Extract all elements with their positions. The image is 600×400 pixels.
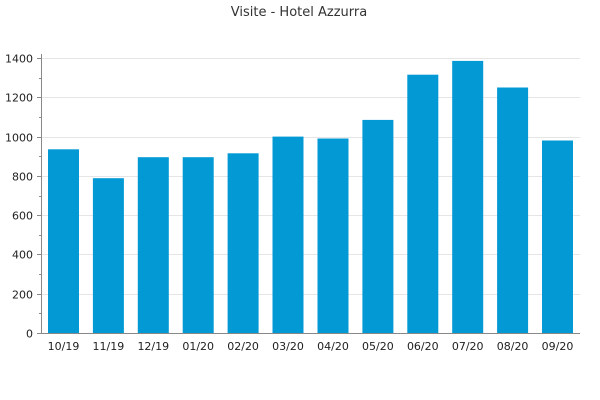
x-tick-labels: 10/19 11/19 12/19 01/20 02/20 03/20 04/20 05/20… xyxy=(48,340,574,353)
x-tick-label: 08/20 xyxy=(497,340,529,353)
grid-lines xyxy=(41,58,580,295)
bar xyxy=(182,157,214,333)
x-tick-label: 06/20 xyxy=(407,340,439,353)
bar xyxy=(48,149,79,333)
bar xyxy=(317,138,349,333)
bar xyxy=(452,60,484,334)
x-tick-label: 01/20 xyxy=(182,340,214,353)
y-tick-labels: 0 200 400 600 800 1000 1200 1400 xyxy=(5,53,33,341)
bars xyxy=(48,60,573,334)
bar xyxy=(272,136,304,333)
x-tick-label: 04/20 xyxy=(317,340,349,353)
y-tick-label: 1000 xyxy=(5,132,33,145)
bar xyxy=(227,153,259,333)
y-tick-label: 800 xyxy=(12,171,33,184)
bar xyxy=(497,87,529,333)
y-tick-label: 1200 xyxy=(5,92,33,105)
x-tick-label: 11/19 xyxy=(93,340,125,353)
y-tick-label: 600 xyxy=(12,210,33,223)
x-tick-label: 12/19 xyxy=(137,340,169,353)
x-tick-label: 09/20 xyxy=(542,340,574,353)
bar xyxy=(137,157,169,333)
chart-title: Visite - Hotel Azzurra xyxy=(231,5,367,20)
y-tick-label: 0 xyxy=(26,328,33,341)
bar xyxy=(92,178,124,333)
axes xyxy=(37,54,580,334)
x-tick-label: 05/20 xyxy=(362,340,394,353)
bar xyxy=(407,74,439,333)
y-tick-label: 200 xyxy=(12,289,33,302)
y-tick-label: 1400 xyxy=(5,53,33,66)
x-tick-label: 10/19 xyxy=(48,340,80,353)
bar xyxy=(542,140,573,333)
x-tick-label: 02/20 xyxy=(227,340,259,353)
bar xyxy=(362,119,394,334)
y-tick-label: 400 xyxy=(12,249,33,262)
x-tick-label: 07/20 xyxy=(452,340,484,353)
x-tick-label: 03/20 xyxy=(272,340,304,353)
